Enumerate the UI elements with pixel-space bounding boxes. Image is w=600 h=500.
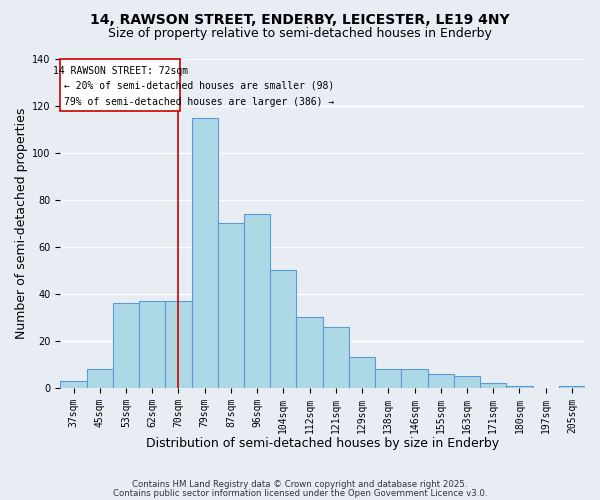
- Bar: [401, 369, 428, 388]
- Text: 14 RAWSON STREET: 72sqm: 14 RAWSON STREET: 72sqm: [53, 66, 188, 76]
- Bar: [191, 118, 218, 388]
- Text: Size of property relative to semi-detached houses in Enderby: Size of property relative to semi-detach…: [108, 28, 492, 40]
- X-axis label: Distribution of semi-detached houses by size in Enderby: Distribution of semi-detached houses by …: [146, 437, 499, 450]
- Bar: [506, 386, 533, 388]
- Y-axis label: Number of semi-detached properties: Number of semi-detached properties: [15, 108, 28, 339]
- Bar: [61, 381, 86, 388]
- Text: 14, RAWSON STREET, ENDERBY, LEICESTER, LE19 4NY: 14, RAWSON STREET, ENDERBY, LEICESTER, L…: [90, 12, 510, 26]
- Bar: [323, 327, 349, 388]
- Bar: [454, 376, 480, 388]
- Bar: [113, 304, 139, 388]
- Bar: [139, 301, 166, 388]
- Bar: [428, 374, 454, 388]
- Bar: [480, 383, 506, 388]
- FancyBboxPatch shape: [61, 59, 180, 110]
- Bar: [86, 369, 113, 388]
- Bar: [270, 270, 296, 388]
- Text: Contains public sector information licensed under the Open Government Licence v3: Contains public sector information licen…: [113, 488, 487, 498]
- Bar: [166, 301, 191, 388]
- Text: Contains HM Land Registry data © Crown copyright and database right 2025.: Contains HM Land Registry data © Crown c…: [132, 480, 468, 489]
- Bar: [296, 318, 323, 388]
- Text: ← 20% of semi-detached houses are smaller (98): ← 20% of semi-detached houses are smalle…: [64, 80, 335, 90]
- Bar: [244, 214, 270, 388]
- Bar: [349, 358, 375, 388]
- Text: 79% of semi-detached houses are larger (386) →: 79% of semi-detached houses are larger (…: [64, 96, 335, 106]
- Bar: [559, 386, 585, 388]
- Bar: [375, 369, 401, 388]
- Bar: [218, 224, 244, 388]
